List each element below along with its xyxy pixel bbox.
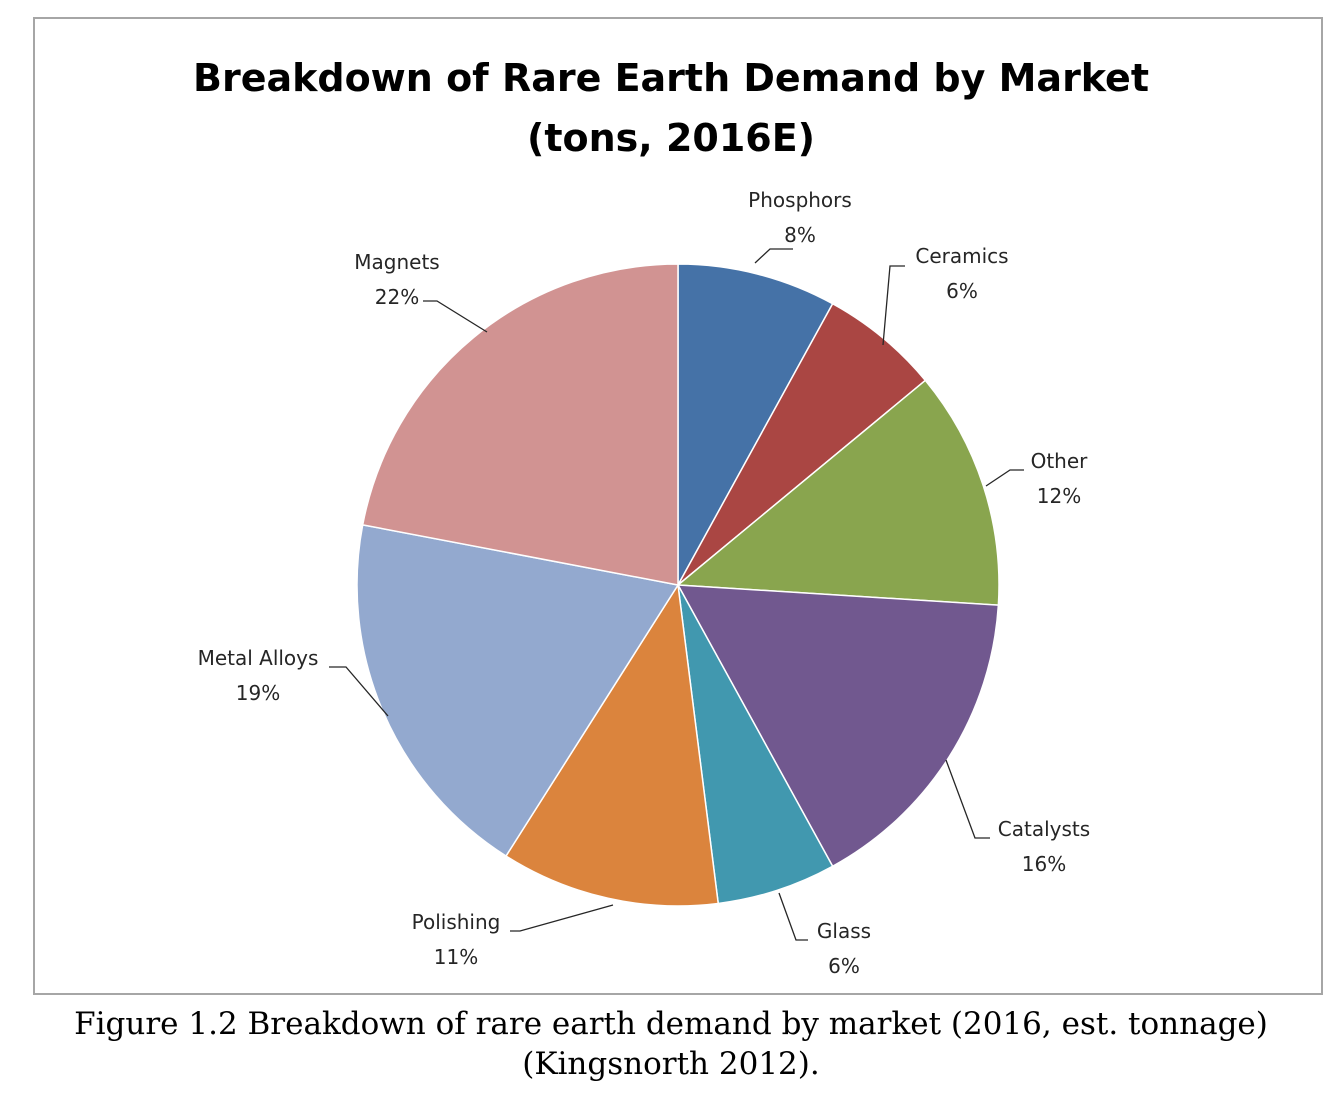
leader-line-phosphors [754,248,793,264]
caption-line-2: (Kingsnorth 2012). [522,1046,820,1082]
figure-caption: Figure 1.2 Breakdown of rare earth deman… [0,1004,1342,1084]
leader-lines [329,248,1024,941]
slice-name-polishing: Polishing [412,910,501,934]
leader-line-glass [778,892,808,941]
slice-name-glass: Glass [817,919,871,943]
slice-percent-phosphors: 8% [784,223,816,247]
slice-percent-other: 12% [1037,484,1081,508]
slice-name-phosphors: Phosphors [748,188,852,212]
pie-slice-other [676,379,1000,606]
slice-name-metal-alloys: Metal Alloys [198,646,319,670]
caption-line-1: Figure 1.2 Breakdown of rare earth deman… [74,1006,1268,1042]
leader-line-other [985,469,1024,487]
slice-labels: Phosphors 8% Ceramics 6% Other 12% Catalysts 16… [198,188,1091,978]
leader-line-metal-alloys [329,666,389,717]
pie-slice-catalysts [676,584,1000,868]
slice-percent-metal-alloys: 19% [236,681,280,705]
slice-name-ceramics: Ceramics [915,244,1008,268]
pie-slice-ceramics [677,302,927,586]
slice-percent-ceramics: 6% [946,279,978,303]
leader-line-ceramics [882,265,905,346]
slice-name-catalysts: Catalysts [998,817,1090,841]
pie-slice-glass [677,584,834,905]
slice-percent-magnets: 22% [375,285,419,309]
leader-line-catalysts [945,759,990,839]
pie-slice-polishing [504,582,720,907]
slice-percent-glass: 6% [828,954,860,978]
slice-name-other: Other [1031,449,1089,473]
pie-chart: Phosphors 8% Ceramics 6% Other 12% Catalysts 16… [198,188,1091,978]
slice-percent-polishing: 11% [434,945,478,969]
pie-slice-metal-alloys [356,523,680,858]
pie-slice-magnets [361,263,679,586]
chart-title-line-2: (tons, 2016E) [526,116,816,160]
slice-percent-catalysts: 16% [1022,852,1066,876]
pie-slices [356,263,1000,907]
leader-line-polishing [510,904,614,932]
slice-name-magnets: Magnets [354,250,439,274]
chart-title-line-1: Breakdown of Rare Earth Demand by Market [192,56,1149,100]
leader-line-magnets [423,300,488,333]
chart-title: Breakdown of Rare Earth Demand by Market… [0,48,1342,168]
pie-slice-phosphors [677,263,834,586]
